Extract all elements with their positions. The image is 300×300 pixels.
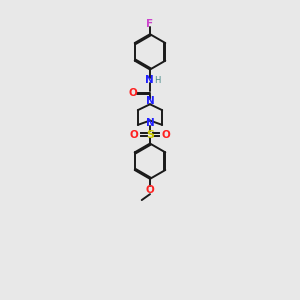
Text: O: O — [130, 130, 139, 140]
Text: O: O — [161, 130, 170, 140]
Text: O: O — [146, 185, 154, 195]
Text: O: O — [128, 88, 137, 98]
Text: N: N — [146, 96, 154, 106]
Text: F: F — [146, 19, 154, 29]
Text: H: H — [154, 76, 161, 85]
Text: N: N — [146, 118, 154, 128]
Text: N: N — [145, 75, 154, 85]
Text: S: S — [146, 130, 154, 140]
